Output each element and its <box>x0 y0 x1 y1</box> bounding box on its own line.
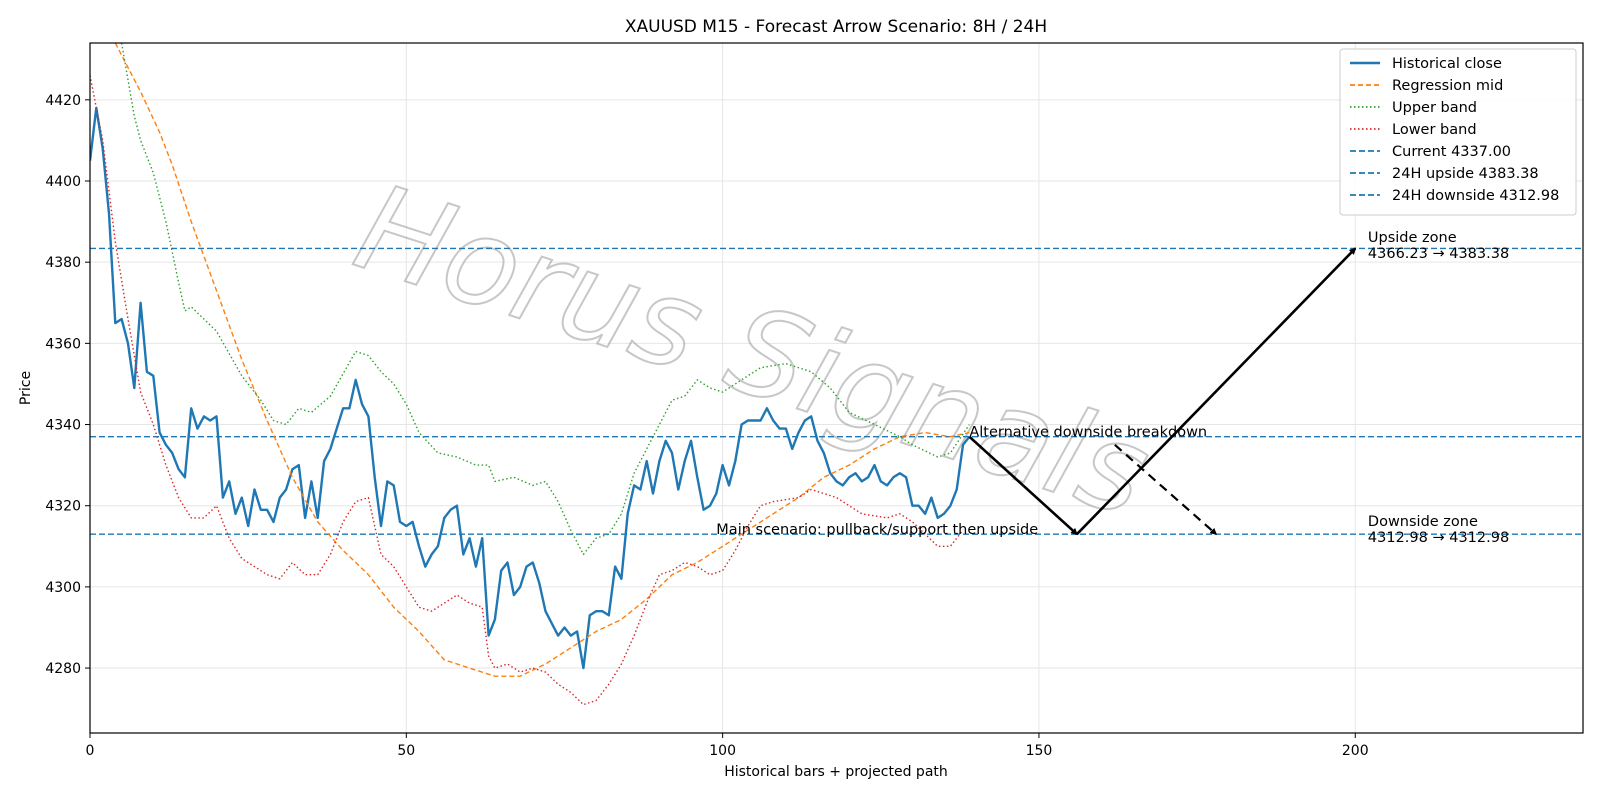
annotation-text: Upside zone <box>1368 230 1457 246</box>
legend: Historical close Regression mid Upper band… <box>1339 48 1577 216</box>
horizontal-lines <box>90 247 1583 535</box>
y-tick-label: 4420 <box>45 93 81 109</box>
annotation-text: Main scenario: pullback/support then ups… <box>716 522 1038 538</box>
legend-label: Regression mid <box>1392 78 1503 94</box>
y-tick-label: 4340 <box>45 418 81 434</box>
y-tick-label: 4380 <box>45 255 81 271</box>
legend-label: Current 4337.00 <box>1392 144 1511 160</box>
annotation-text: 4312.98 → 4312.98 <box>1368 530 1509 546</box>
annotation-text: Downside zone <box>1368 514 1478 530</box>
series-lines <box>90 43 971 706</box>
annotations: Main scenario: pullback/support then ups… <box>716 230 1509 546</box>
legend-label: Upper band <box>1392 100 1477 116</box>
grid <box>89 43 1583 733</box>
series-line <box>90 106 971 670</box>
y-axis-title: Price <box>18 371 34 405</box>
x-tick-label: 150 <box>1026 743 1053 759</box>
scenario-arrow <box>968 435 1078 536</box>
y-tick-label: 4360 <box>45 336 81 352</box>
x-tick-label: 0 <box>86 743 95 759</box>
legend-label: 24H upside 4383.38 <box>1392 166 1539 182</box>
y-axis-ticks: 4280 4300 4320 4340 4360 4380 4400 4420 <box>45 93 90 677</box>
annotation-text: 4366.23 → 4383.38 <box>1368 246 1509 262</box>
x-tick-label: 200 <box>1342 743 1369 759</box>
x-tick-label: 100 <box>709 743 736 759</box>
scenario-arrows <box>968 247 1357 536</box>
plot-frame <box>89 42 1584 734</box>
legend-label: Historical close <box>1392 56 1502 72</box>
legend-box <box>1339 48 1577 216</box>
series-line <box>90 75 964 706</box>
annotation-text: Alternative downside breakdown <box>969 425 1207 441</box>
series-line <box>114 43 970 677</box>
scenario-arrow <box>1075 247 1357 536</box>
watermark: Horus Signals <box>340 158 1166 546</box>
y-tick-label: 4320 <box>45 499 81 515</box>
y-tick-label: 4280 <box>45 661 81 677</box>
legend-label: 24H downside 4312.98 <box>1392 188 1559 204</box>
chart-title: XAUUSD M15 - Forecast Arrow Scenario: 8H… <box>625 17 1047 37</box>
scenario-arrow <box>1114 443 1218 536</box>
x-axis-ticks: 0 50 100 150 200 <box>86 733 1369 759</box>
x-axis-title: Historical bars + projected path <box>724 764 948 780</box>
watermark-text: Horus Signals <box>341 159 1165 545</box>
x-tick-label: 50 <box>397 743 415 759</box>
y-tick-label: 4400 <box>45 174 81 190</box>
legend-label: Lower band <box>1392 122 1477 138</box>
y-tick-label: 4300 <box>45 580 81 596</box>
